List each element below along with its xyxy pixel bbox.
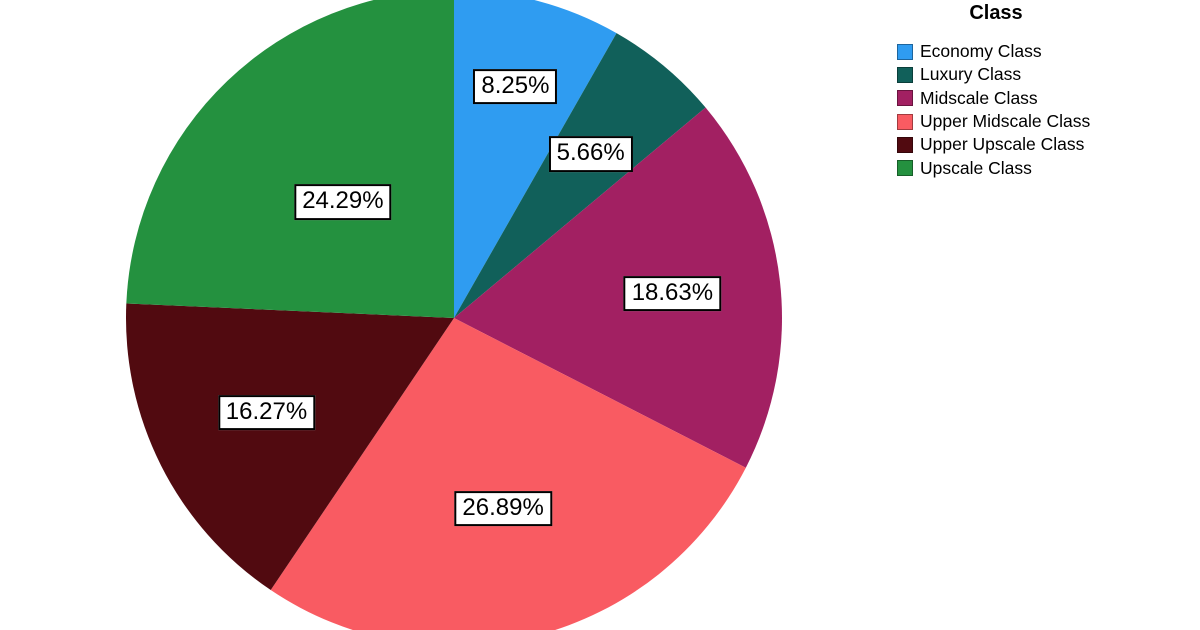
legend-title: Class	[969, 2, 1023, 24]
legend-label: Midscale Class	[920, 87, 1038, 108]
legend-label: Luxury Class	[920, 64, 1022, 85]
legend-item-upscale-class: Upscale Class	[897, 156, 1197, 179]
legend-label: Upscale Class	[920, 157, 1032, 178]
legend-swatch-midscale-class	[897, 90, 913, 107]
pie-slice-upscale-class	[126, 0, 454, 318]
legend-label: Upper Upscale Class	[920, 134, 1085, 155]
legend-swatch-luxury-class	[897, 66, 913, 83]
legend-item-midscale-class: Midscale Class	[897, 87, 1197, 110]
legend-label: Economy Class	[920, 41, 1042, 62]
legend-label: Upper Midscale Class	[920, 111, 1091, 132]
legend-swatch-upper-midscale-class	[897, 113, 913, 130]
legend-item-economy-class: Economy Class	[897, 40, 1197, 63]
legend-item-upper-upscale-class: Upper Upscale Class	[897, 133, 1197, 156]
legend-items: Economy Class Luxury Class Midscale Class U…	[897, 40, 1197, 180]
pie-slice-upper-midscale-class	[270, 318, 746, 630]
legend-item-luxury-class: Luxury Class	[897, 63, 1197, 86]
pie-slice-luxury-class	[454, 33, 706, 318]
pie-slice-midscale-class	[454, 107, 782, 468]
legend-swatch-upper-upscale-class	[897, 136, 913, 153]
legend-item-upper-midscale-class: Upper Midscale Class	[897, 110, 1197, 133]
legend: Class Economy Class Luxury Class Midscale …	[897, 2, 1197, 180]
legend-swatch-economy-class	[897, 43, 913, 60]
pie-slice-upper-upscale-class	[125, 303, 455, 591]
legend-swatch-upscale-class	[897, 160, 913, 177]
